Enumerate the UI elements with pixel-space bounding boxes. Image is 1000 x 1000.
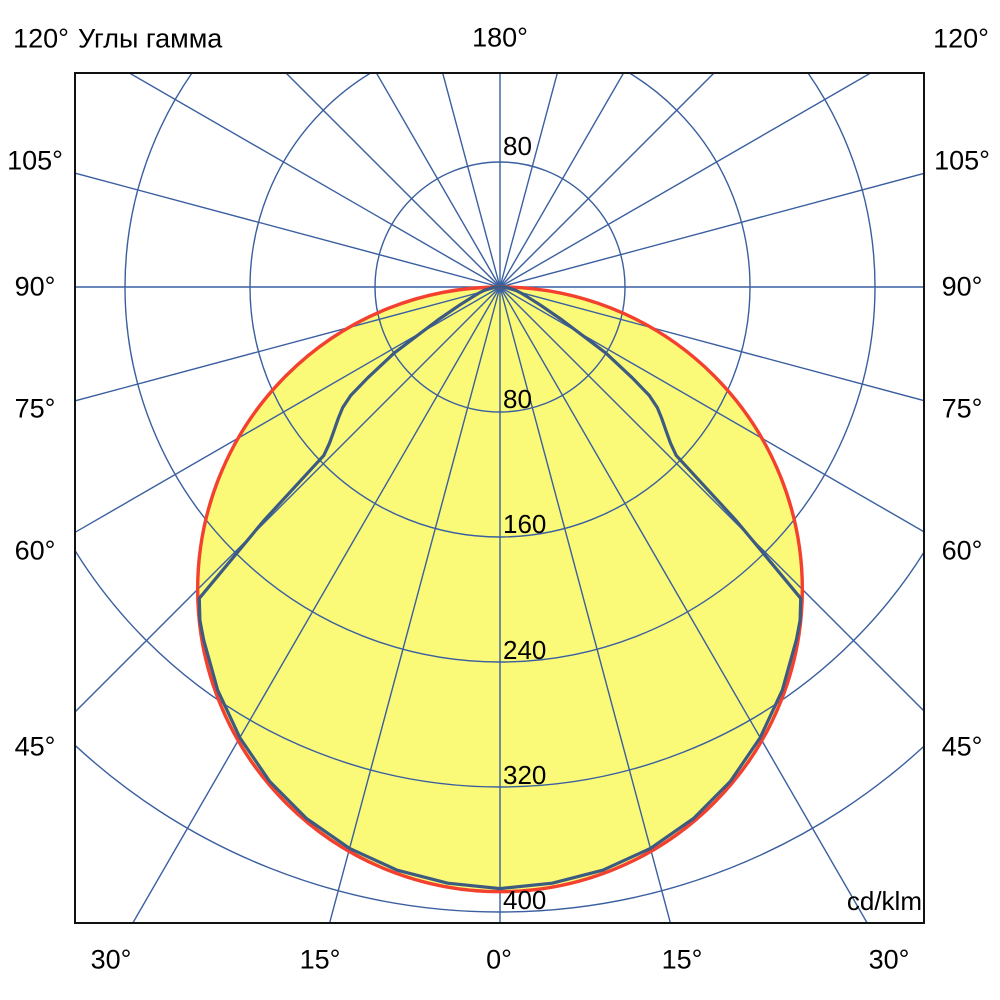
gamma-ray-line bbox=[499, 73, 559, 288]
gamma-ray-line bbox=[328, 286, 501, 923]
gamma-ray-line bbox=[441, 73, 501, 288]
gamma-ray-line bbox=[499, 286, 924, 533]
gamma-ray-line bbox=[499, 73, 873, 288]
gamma-ray-line bbox=[499, 286, 672, 923]
plot-border bbox=[74, 72, 925, 924]
gamma-ray-line bbox=[375, 73, 501, 288]
gamma-ray-line bbox=[499, 73, 715, 288]
gamma-ray-line bbox=[127, 73, 501, 288]
gamma-ray-line bbox=[499, 286, 869, 923]
gamma-ray-line bbox=[75, 286, 501, 402]
gamma-ray-line bbox=[499, 73, 625, 288]
gamma-ray-line bbox=[75, 172, 501, 288]
inner-curve bbox=[197, 285, 803, 891]
intensity-ring bbox=[374, 161, 626, 413]
gamma-ray-line bbox=[75, 286, 501, 534]
gamma-ray-line bbox=[75, 286, 501, 713]
gamma-ray-line bbox=[285, 73, 501, 288]
intensity-ring bbox=[75, 548, 924, 788]
gamma-ray-line bbox=[499, 286, 924, 712]
gamma-ray-line bbox=[499, 286, 924, 402]
intensity-ring bbox=[124, 73, 876, 663]
intensity-ring bbox=[249, 73, 751, 538]
gamma-ray-line bbox=[131, 286, 501, 923]
intensity-ring bbox=[75, 744, 924, 913]
gamma-ray-line bbox=[499, 172, 924, 288]
